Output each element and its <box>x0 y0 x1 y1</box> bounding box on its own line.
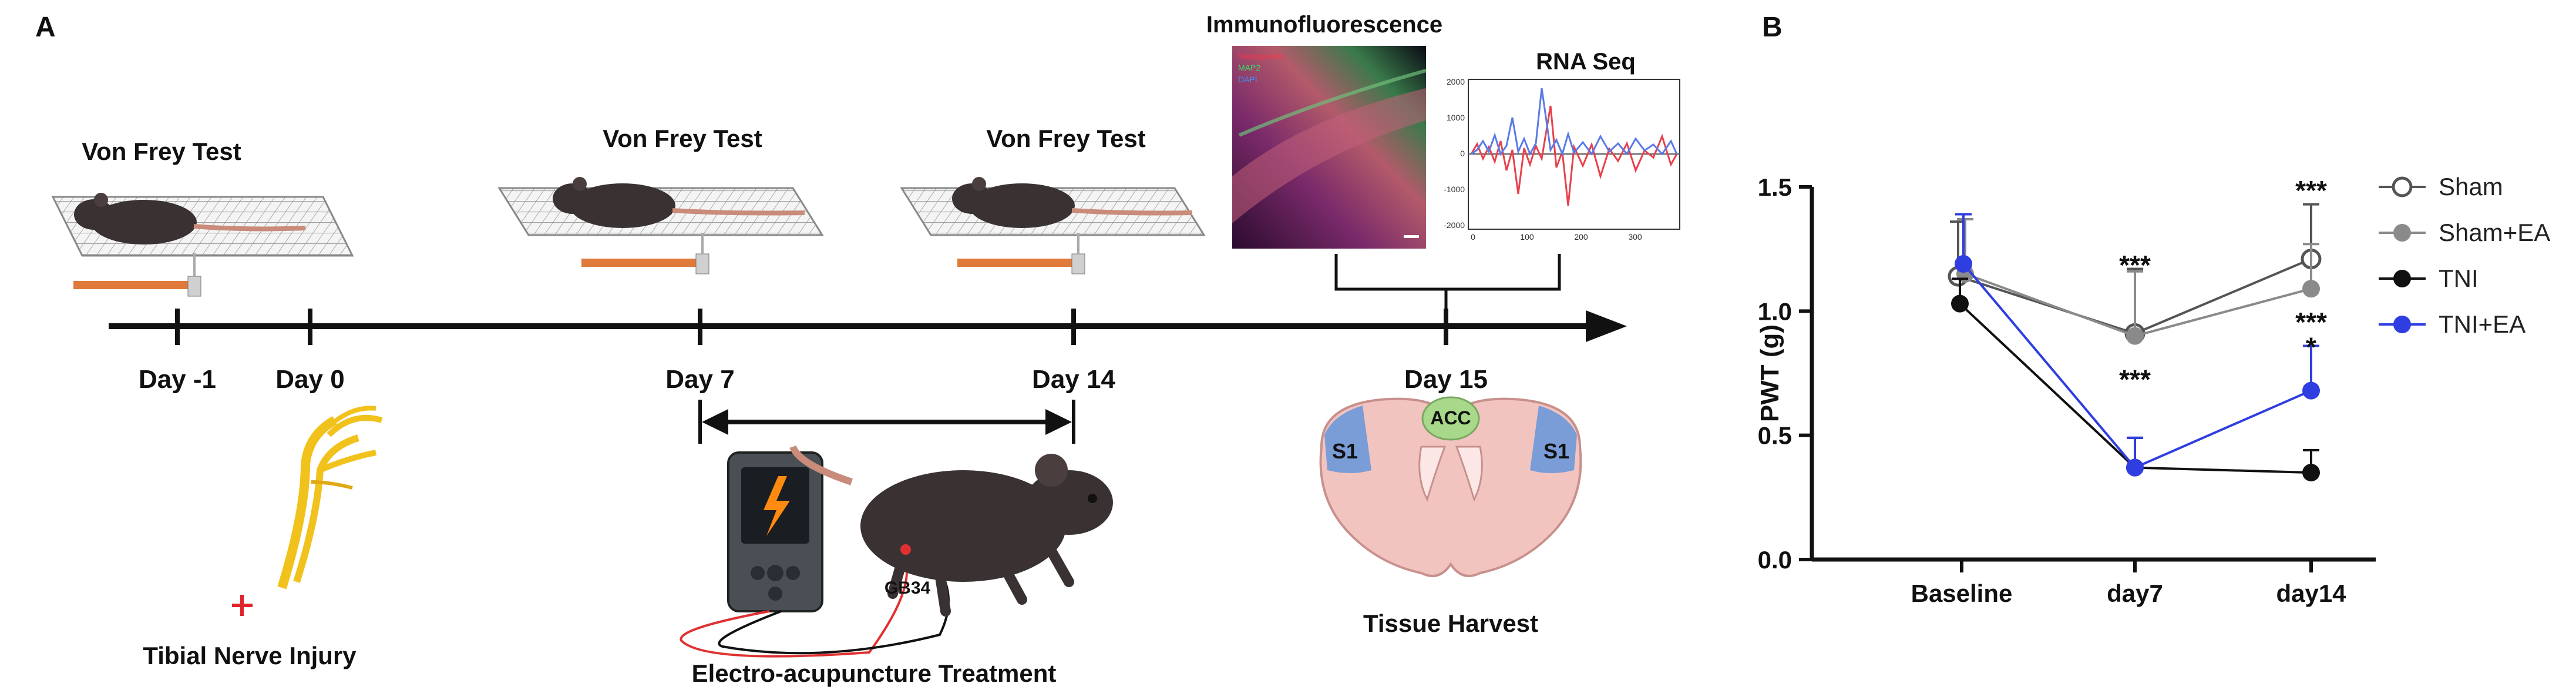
if-legend-neurogranin: Neurogranin <box>1238 51 1283 61</box>
data-point <box>1951 294 1969 313</box>
rna-x-tick: 300 <box>1628 232 1642 242</box>
electro-acupuncture-label: Electro-acupuncture Treatment <box>692 659 1057 687</box>
rna-seq-plot: 2000 1000 0 -1000 -2000 0 100 200 300 <box>1444 77 1680 242</box>
data-point <box>2302 464 2320 482</box>
x-tick-label: Baseline <box>1911 580 2013 607</box>
timeline-ticks <box>175 309 1448 345</box>
treatment-period-arrow <box>698 400 1075 444</box>
brain-region-s1-left: S1 <box>1332 439 1358 463</box>
legend-label: Sham <box>2439 173 2503 200</box>
immunofluorescence-image: Neurogranin MAP2 DAPI <box>1232 46 1427 249</box>
data-point <box>2126 458 2144 477</box>
day-label: Day 0 <box>275 365 344 394</box>
day-label: Day 15 <box>1404 365 1488 394</box>
rna-y-tick: 1000 <box>1447 113 1465 122</box>
legend-marker <box>2393 224 2411 242</box>
rna-y-tick: 0 <box>1460 149 1465 158</box>
lightning-icon <box>764 476 790 536</box>
brain-section-illustration <box>1319 396 1582 577</box>
rna-x-tick: 100 <box>1520 232 1534 242</box>
panel-a-label: A <box>35 12 56 43</box>
von-frey-label: Von Frey Test <box>82 138 241 165</box>
tibial-nerve-illustration <box>232 406 383 616</box>
data-point <box>1955 255 1972 273</box>
tissue-harvest-label: Tissue Harvest <box>1363 609 1538 637</box>
significance-annotation: *** <box>2295 307 2327 337</box>
panel-b-label: B <box>1762 12 1783 43</box>
legend-marker <box>2392 176 2413 197</box>
legend-label: Sham+EA <box>2439 219 2550 246</box>
immunofluorescence-title: Immunofluorescence <box>1206 12 1442 38</box>
y-tick-label: 0.5 <box>1758 422 1792 450</box>
legend-label: TNI+EA <box>2439 310 2525 338</box>
injury-mark-icon <box>232 595 253 616</box>
von-frey-setup-day-14 <box>900 177 1206 274</box>
rna-x-tick: 200 <box>1574 232 1588 242</box>
brain-region-s1-right: S1 <box>1543 439 1569 463</box>
if-legend-map2: MAP2 <box>1238 63 1260 72</box>
rna-y-tick: -1000 <box>1444 185 1465 194</box>
y-tick-label: 1.5 <box>1758 173 1792 201</box>
legend-label: TNI <box>2439 264 2479 292</box>
von-frey-label: Von Frey Test <box>603 125 762 152</box>
von-frey-setup-day-1 <box>51 193 354 297</box>
data-point <box>2302 381 2320 400</box>
rna-seq-title: RNA Seq <box>1536 49 1636 75</box>
timeline-arrowhead <box>1586 310 1627 342</box>
significance-annotation: *** <box>2295 175 2327 206</box>
day-label: Day -1 <box>139 365 216 394</box>
if-legend-dapi: DAPI <box>1238 75 1257 84</box>
legend-marker <box>2393 270 2411 287</box>
significance-annotation: *** <box>2119 250 2151 280</box>
y-axis-title: PWT (g) <box>1756 324 1784 422</box>
day-label: Day 7 <box>665 365 734 394</box>
rna-y-tick: 2000 <box>1447 77 1465 86</box>
data-point <box>2126 327 2144 345</box>
y-tick-label: 1.0 <box>1758 297 1792 325</box>
rna-x-tick: 0 <box>1471 232 1475 242</box>
day-label: Day 14 <box>1032 365 1115 394</box>
rna-y-tick: -2000 <box>1444 220 1465 230</box>
data-point <box>2302 280 2320 298</box>
electro-acupuncture-illustration <box>680 445 1113 658</box>
x-tick-label: day14 <box>2276 580 2346 607</box>
x-tick-label: day7 <box>2107 580 2163 607</box>
harvest-bracket <box>1334 254 1561 309</box>
acupoint-label: GB34 <box>885 578 931 598</box>
significance-annotation: *** <box>2119 364 2151 394</box>
y-tick-label: 0.0 <box>1758 546 1792 574</box>
brain-region-acc: ACC <box>1430 407 1471 428</box>
significance-annotation: * <box>2306 332 2316 363</box>
tibial-nerve-injury-label: Tibial Nerve Injury <box>143 642 357 669</box>
von-frey-setup-day-7 <box>497 177 824 274</box>
von-frey-label: Von Frey Test <box>986 125 1146 152</box>
legend-marker <box>2393 316 2411 333</box>
